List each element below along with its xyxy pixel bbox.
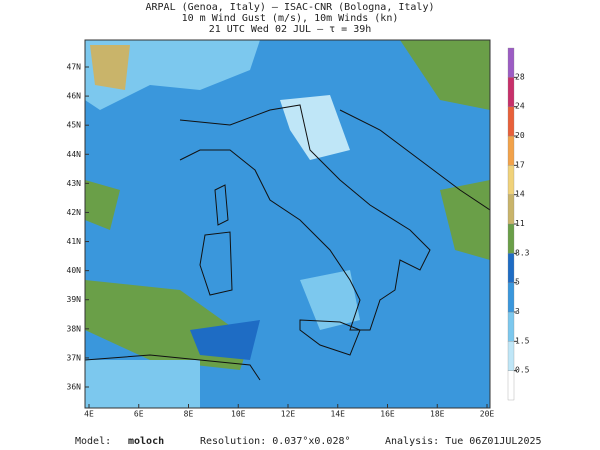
field-patch <box>85 180 120 230</box>
colorbar-label: 24 <box>515 102 525 111</box>
lat-label: 37N <box>67 353 82 362</box>
field-patch <box>90 45 130 90</box>
lon-label: 18E <box>430 410 445 419</box>
lat-label: 45N <box>67 121 82 130</box>
lon-label: 16E <box>380 410 395 419</box>
lon-label: 20E <box>480 410 495 419</box>
lat-label: 42N <box>67 208 82 217</box>
lat-label: 36N <box>67 383 82 392</box>
lat-label: 40N <box>67 266 82 275</box>
colorbar: 0.5 1.5 3 5 8.3 11 14 17 20 24 28 <box>507 47 530 401</box>
colorbar-label: 1.5 <box>515 336 530 345</box>
lat-label: 46N <box>67 92 82 101</box>
colorbar-label: 11 <box>515 219 525 228</box>
field-patch <box>85 40 260 110</box>
lon-axis: 4E 6E 8E 10E 12E 14E 16E 18E 20E <box>84 404 494 419</box>
lat-label: 44N <box>67 150 82 159</box>
colorbar-swatch <box>507 135 515 166</box>
field-patch <box>280 95 350 160</box>
lat-label: 47N <box>67 63 82 72</box>
lon-label: 8E <box>184 410 194 419</box>
field-patch <box>440 180 490 260</box>
header-line: 10 m Wind Gust (m/s), 10m Winds (kn) <box>182 13 399 24</box>
model-label: Model: <box>75 436 111 447</box>
colorbar-swatch <box>507 253 515 283</box>
lat-axis: 47N 46N 45N 44N 43N 42N 41N 40N 39N 38N 37N 36N <box>67 63 89 392</box>
coastlines <box>85 104 490 381</box>
resolution: Resolution: 0.037°x0.028° <box>200 436 351 447</box>
header-line: ARPAL (Genoa, Italy) – ISAC-CNR (Bologna… <box>146 2 435 13</box>
lat-label: 43N <box>67 179 82 188</box>
field-patch <box>190 320 260 360</box>
analysis: Analysis: Tue 06Z01JUL2025 <box>385 436 542 447</box>
lon-label: 6E <box>134 410 144 419</box>
colorbar-swatch <box>507 282 515 313</box>
lon-label: 14E <box>331 410 346 419</box>
colorbar-label: 8.3 <box>515 248 530 257</box>
colorbar-swatch <box>507 165 515 195</box>
header-line: 21 UTC Wed 02 JUL – τ = 39h <box>209 24 372 35</box>
lon-label: 12E <box>281 410 296 419</box>
colorbar-swatch <box>507 77 515 107</box>
colorbar-swatch <box>507 370 515 401</box>
colorbar-swatch <box>507 194 515 225</box>
colorbar-label: 20 <box>515 131 525 140</box>
colorbar-swatch <box>507 223 515 254</box>
field-patch <box>400 40 490 110</box>
colorbar-label: 5 <box>515 278 520 287</box>
colorbar-swatch <box>507 341 515 371</box>
colorbar-label: 28 <box>515 72 525 81</box>
model-name: moloch <box>128 436 164 447</box>
lon-label: 4E <box>84 410 94 419</box>
colorbar-swatch <box>507 106 515 137</box>
field-patch <box>300 270 360 330</box>
colorbar-label: 17 <box>515 160 525 169</box>
lon-label: 10E <box>231 410 246 419</box>
colorbar-swatch <box>507 47 515 78</box>
lat-label: 39N <box>67 295 82 304</box>
colorbar-swatch <box>507 311 515 342</box>
colorbar-label: 14 <box>515 190 525 199</box>
field-patch <box>85 360 200 408</box>
colorbar-label: 3 <box>515 307 520 316</box>
lat-label: 41N <box>67 237 82 246</box>
colorbar-label: 0.5 <box>515 366 530 375</box>
lat-label: 38N <box>67 324 82 333</box>
map-field <box>85 40 490 408</box>
